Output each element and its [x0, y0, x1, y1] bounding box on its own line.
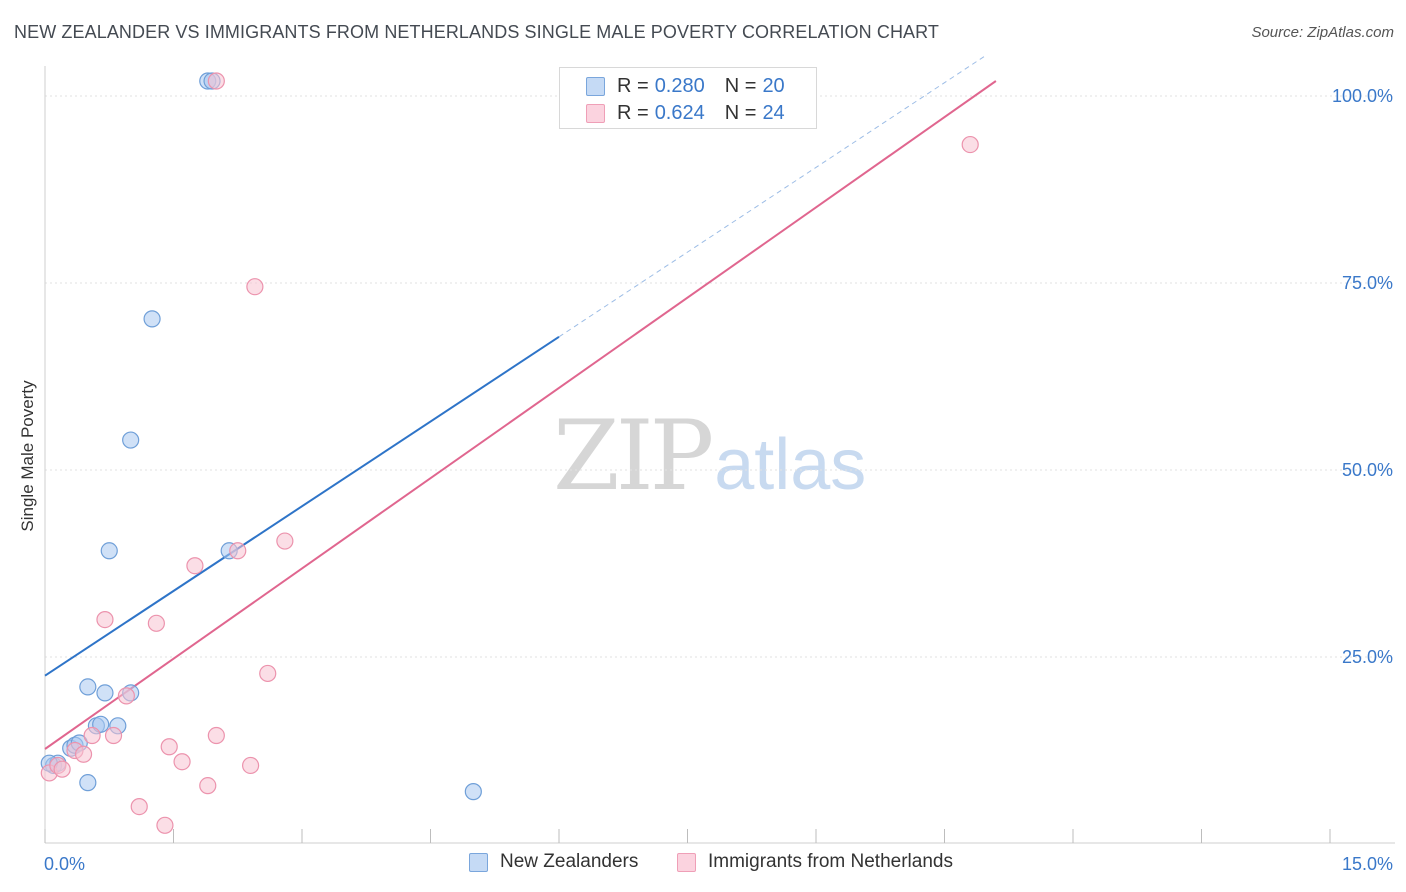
data-point-netherlands [276, 532, 294, 550]
watermark-atlas: atlas [714, 425, 867, 505]
data-points [40, 72, 979, 834]
data-point-new-zealanders [79, 774, 97, 792]
data-point-netherlands [130, 797, 148, 816]
gridlines [45, 95, 1395, 658]
data-point-new-zealanders [143, 310, 161, 328]
y-tick-label: 25.0% [1342, 647, 1393, 667]
data-point-netherlands [259, 664, 277, 683]
legend-swatch-blue [586, 76, 605, 96]
trend-lines [44, 54, 997, 750]
data-point-netherlands [207, 726, 225, 745]
data-point-new-zealanders [122, 431, 140, 449]
data-point-netherlands [53, 760, 71, 778]
legend-row-new-zealanders: R = 0.280 N = 20 [586, 73, 785, 99]
data-point-netherlands [117, 687, 135, 705]
watermark: ZIPatlas [553, 400, 866, 512]
data-point-netherlands [199, 777, 217, 795]
data-point-netherlands [104, 726, 123, 745]
legend-n-label: N = [724, 74, 757, 97]
bottom-legend-new-zealanders: New Zealanders [469, 851, 638, 873]
data-point-netherlands [156, 816, 174, 834]
y-tick-label: 100.0% [1332, 86, 1393, 106]
data-point-netherlands [96, 610, 114, 629]
trend-line-new-zealanders [44, 335, 560, 677]
data-point-netherlands [147, 614, 165, 632]
data-point-new-zealanders [79, 678, 97, 696]
legend-row-netherlands: R = 0.624 N = 24 [586, 100, 785, 126]
trend-line-extension [558, 54, 988, 338]
correlation-legend: R = 0.280 N = 20 R = 0.624 N = 24 [559, 67, 817, 129]
legend-n-value: 20 [762, 74, 785, 97]
data-point-new-zealanders [100, 542, 118, 560]
y-tick-label: 75.0% [1342, 273, 1393, 293]
data-point-netherlands [246, 278, 264, 296]
data-point-netherlands [173, 753, 191, 771]
legend-r-value: 0.280 [654, 74, 705, 97]
data-point-netherlands [160, 738, 178, 756]
chart-title: NEW ZEALANDER VS IMMIGRANTS FROM NETHERL… [14, 22, 940, 42]
data-point-netherlands [207, 72, 225, 90]
legend-r-value: 0.624 [654, 101, 705, 124]
y-axis-label: Single Male Poverty [18, 380, 37, 532]
bottom-legend-swatch-blue [469, 852, 488, 872]
data-point-new-zealanders [96, 684, 114, 702]
x-tick-label: 15.0% [1342, 854, 1393, 874]
x-tick-label: 0.0% [44, 854, 85, 874]
bottom-legend-label: Immigrants from Netherlands [708, 851, 953, 872]
data-point-netherlands [74, 745, 93, 763]
bottom-legend-netherlands: Immigrants from Netherlands [677, 851, 953, 873]
legend-n-value: 24 [762, 101, 785, 124]
bottom-legend-label: New Zealanders [500, 851, 639, 872]
data-point-netherlands [186, 557, 204, 575]
legend-n-label: N = [724, 101, 757, 124]
legend-r-label: R = [617, 101, 649, 124]
data-point-netherlands [242, 756, 260, 775]
data-point-netherlands [961, 135, 979, 154]
legend-r-label: R = [617, 74, 649, 97]
data-point-netherlands [83, 726, 101, 745]
trend-line-netherlands [44, 80, 997, 750]
axes [44, 66, 1395, 844]
data-point-netherlands [229, 542, 247, 560]
y-tick-label: 50.0% [1342, 460, 1393, 480]
legend-swatch-pink [586, 103, 605, 123]
bottom-legend-swatch-pink [677, 852, 696, 872]
data-point-new-zealanders [464, 783, 482, 801]
source-label: Source: ZipAtlas.com [1251, 24, 1394, 41]
tick-labels: 25.0% 50.0% 75.0% 100.0% 0.0% 15.0% [44, 86, 1393, 874]
watermark-zip: ZIP [553, 400, 714, 512]
